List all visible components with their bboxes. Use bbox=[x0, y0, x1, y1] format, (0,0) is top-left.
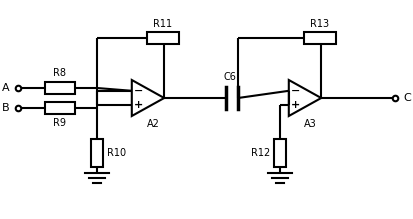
Text: R12: R12 bbox=[250, 148, 269, 158]
Bar bbox=[45, 82, 75, 94]
Text: C6: C6 bbox=[223, 72, 236, 82]
Bar bbox=[45, 102, 75, 114]
Text: R8: R8 bbox=[53, 68, 66, 78]
Bar bbox=[91, 139, 103, 167]
Text: R10: R10 bbox=[107, 148, 126, 158]
Text: −: − bbox=[134, 86, 143, 96]
Text: R13: R13 bbox=[310, 19, 329, 29]
Text: A: A bbox=[2, 83, 10, 93]
Bar bbox=[147, 32, 178, 44]
Text: A2: A2 bbox=[146, 119, 159, 129]
Text: −: − bbox=[290, 86, 300, 96]
Text: R11: R11 bbox=[153, 19, 172, 29]
Text: A3: A3 bbox=[303, 119, 316, 129]
Bar bbox=[273, 139, 285, 167]
Text: B: B bbox=[2, 103, 10, 113]
Text: C: C bbox=[402, 93, 410, 103]
Text: +: + bbox=[290, 100, 300, 110]
Bar bbox=[303, 32, 335, 44]
Text: +: + bbox=[134, 100, 143, 110]
Text: R9: R9 bbox=[53, 118, 66, 128]
